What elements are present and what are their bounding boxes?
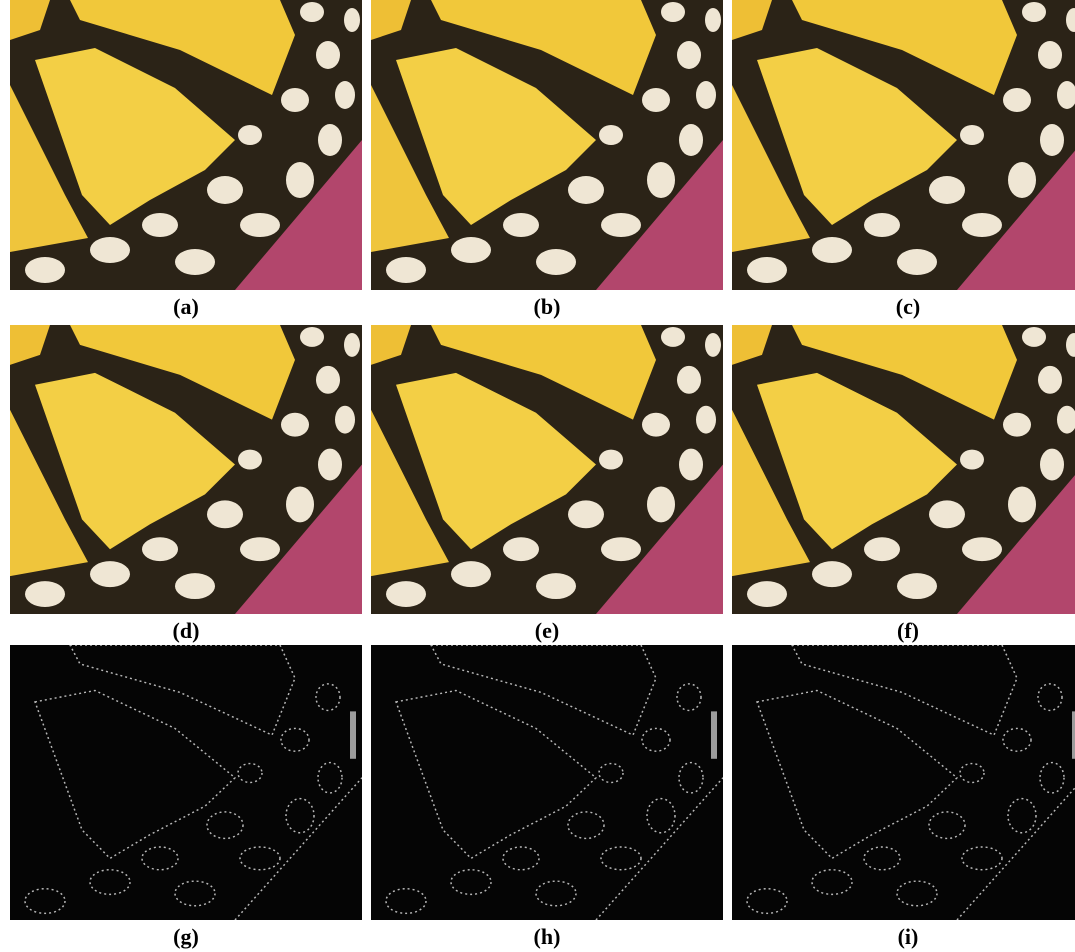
butterfly-image <box>10 325 362 614</box>
butterfly-image <box>371 325 723 614</box>
panel-caption: (a) <box>10 294 362 320</box>
panel-caption: (d) <box>10 618 362 644</box>
residual-image <box>371 645 723 920</box>
panel-caption: (g) <box>10 924 362 950</box>
butterfly-image <box>371 0 723 290</box>
butterfly-image <box>732 0 1075 290</box>
residual-image <box>732 645 1075 920</box>
butterfly-image <box>732 325 1075 614</box>
figure-panel: (d) <box>10 325 362 644</box>
figure-panel: (h) <box>371 645 723 950</box>
butterfly-image <box>10 0 362 290</box>
figure-panel: (i) <box>732 645 1075 950</box>
figure-panel: (b) <box>371 0 723 320</box>
figure-panel: (c) <box>732 0 1075 320</box>
figure-panel: (a) <box>10 0 362 320</box>
panel-caption: (e) <box>371 618 723 644</box>
residual-image <box>10 645 362 920</box>
figure-panel: (f) <box>732 325 1075 644</box>
panel-caption: (i) <box>732 924 1075 950</box>
page: {"figure": {"captions": ["(a)", "(b)", "… <box>0 0 1075 952</box>
figure-panel: (g) <box>10 645 362 950</box>
figure-panel: (e) <box>371 325 723 644</box>
panel-caption: (c) <box>732 294 1075 320</box>
panel-caption: (h) <box>371 924 723 950</box>
panel-caption: (f) <box>732 618 1075 644</box>
panel-caption: (b) <box>371 294 723 320</box>
